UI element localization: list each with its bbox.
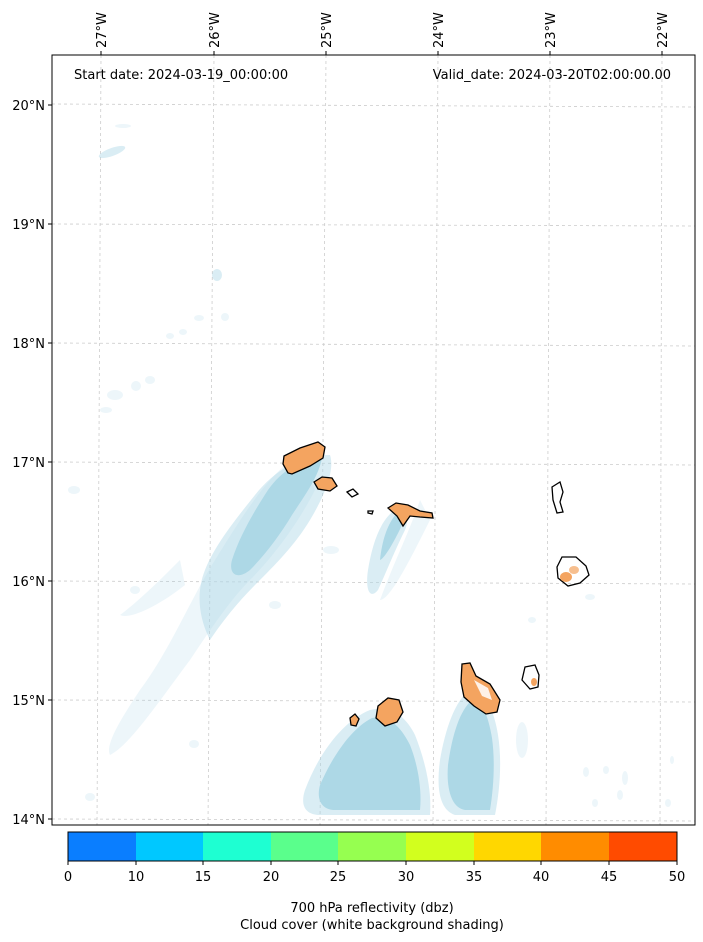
island-fogo xyxy=(376,698,403,726)
gridlines xyxy=(51,54,696,826)
colorbar-segment xyxy=(474,832,541,861)
colorbar-tick-label: 10 xyxy=(128,870,145,885)
colorbar-tick-label: 40 xyxy=(533,870,550,885)
lon-label: 26°W xyxy=(208,12,223,48)
lat-label: 20°N xyxy=(12,99,45,114)
lat-label: 16°N xyxy=(12,575,45,590)
islands xyxy=(282,441,590,727)
lon-label: 23°W xyxy=(544,12,559,48)
colorbar-segment xyxy=(338,832,406,861)
colorbar: 0 10 15 20 25 30 35 40 45 50 700 hPa ref… xyxy=(64,831,686,933)
colorbar-segment xyxy=(136,832,203,861)
axis-ticks xyxy=(48,51,663,820)
colorbar-segment xyxy=(406,832,474,861)
start-date-label: Start date: 2024-03-19_00:00:00 xyxy=(74,68,288,83)
colorbar-segment xyxy=(541,832,609,861)
island-boa-vista xyxy=(556,556,590,587)
lat-label: 18°N xyxy=(12,337,45,352)
longitude-labels: 27°W 26°W 25°W 24°W 23°W 22°W xyxy=(95,12,671,48)
colorbar-frame xyxy=(67,831,678,862)
colorbar-tick-label: 15 xyxy=(195,870,212,885)
island-sal xyxy=(551,480,564,514)
colorbar-segment xyxy=(609,832,677,861)
latitude-labels: 20°N 19°N 18°N 17°N 16°N 15°N 14°N xyxy=(12,99,45,828)
valid-date-label: Valid_date: 2024-03-20T02:00:00.00 xyxy=(433,68,671,83)
lat-label: 14°N xyxy=(12,813,45,828)
colorbar-tick-label: 20 xyxy=(263,870,280,885)
colorbar-segment xyxy=(68,832,136,861)
lon-label: 22°W xyxy=(656,12,671,48)
map-panel xyxy=(52,55,695,825)
colorbar-tick-label: 45 xyxy=(601,870,618,885)
island-santo-antao xyxy=(283,442,325,474)
colorbar-segment xyxy=(271,832,338,861)
lon-label: 25°W xyxy=(320,12,335,48)
colorbar-sublabel: Cloud cover (white background shading) xyxy=(240,918,504,933)
lat-label: 19°N xyxy=(12,218,45,233)
colorbar-tick-label: 35 xyxy=(466,870,483,885)
lat-label: 15°N xyxy=(12,694,45,709)
colorbar-tick-label: 0 xyxy=(64,870,72,885)
lon-label: 24°W xyxy=(432,12,447,48)
lat-label: 17°N xyxy=(12,456,45,471)
colorbar-tick-label: 25 xyxy=(330,870,347,885)
island-islet xyxy=(367,510,374,515)
island-santa-luzia xyxy=(345,488,360,498)
colorbar-segment xyxy=(203,832,271,861)
island-sao-nicolau xyxy=(388,503,433,526)
island-sao-vicente xyxy=(314,477,337,491)
cloud-cover-shading xyxy=(68,124,674,815)
lon-label: 27°W xyxy=(95,12,110,48)
island-maio xyxy=(521,664,540,690)
map-frame xyxy=(51,54,696,826)
colorbar-tick-label: 30 xyxy=(398,870,415,885)
colorbar-tick-label: 50 xyxy=(669,870,686,885)
colorbar-label: 700 hPa reflectivity (dbz) xyxy=(290,901,453,916)
